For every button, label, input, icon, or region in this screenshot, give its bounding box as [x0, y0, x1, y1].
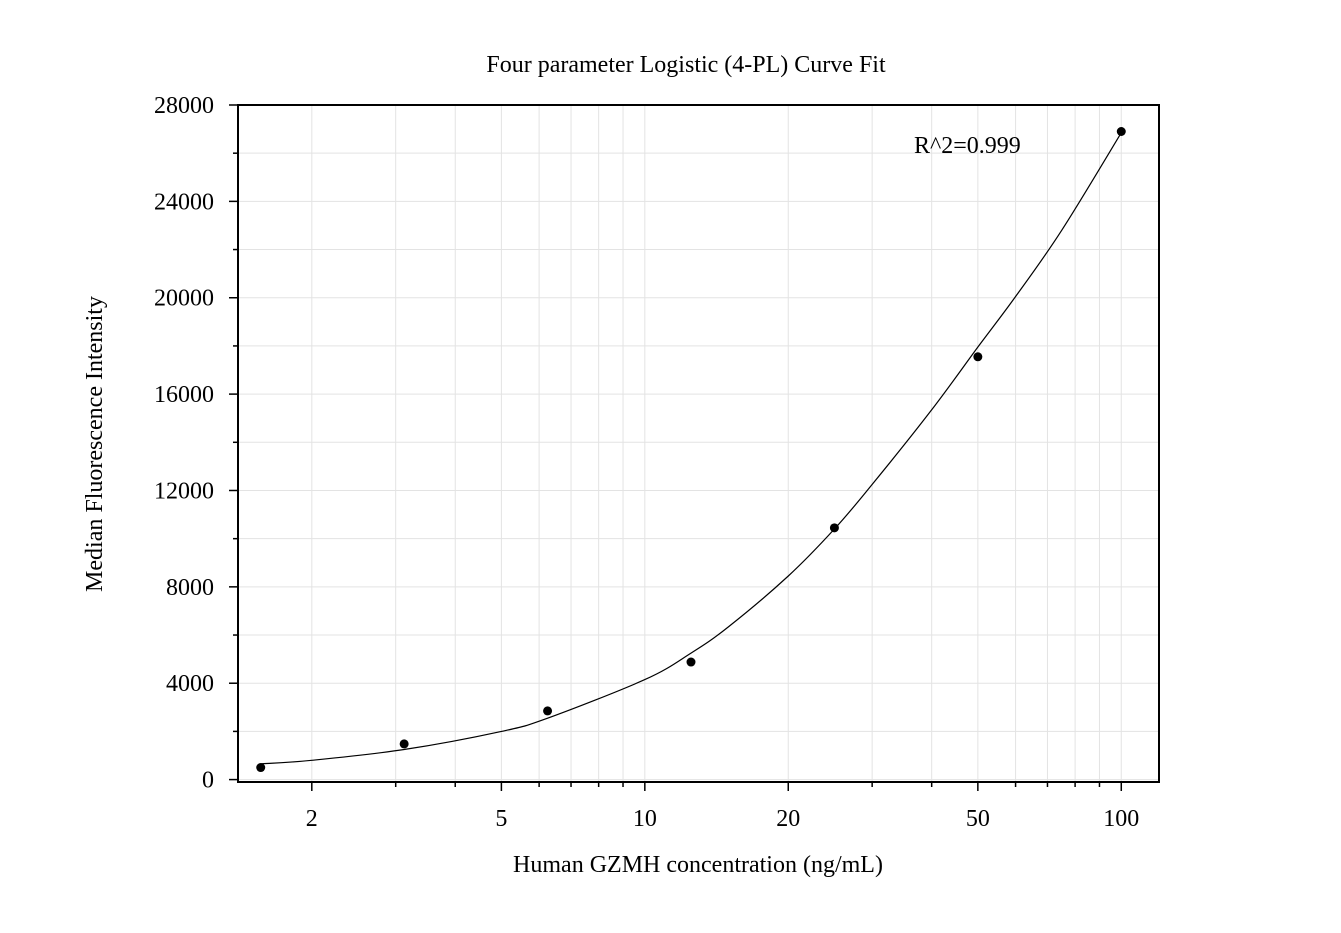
x-tick-label: 50	[966, 806, 990, 832]
data-point	[543, 706, 553, 716]
x-axis-label: Human GZMH concentration (ng/mL)	[513, 852, 883, 878]
x-axis: 2 5 10 20 50 100	[306, 782, 1139, 832]
y-tick-label: 16000	[154, 382, 214, 408]
y-axis: 0 4000 8000 12000 16000 20000 24000 28000	[154, 93, 238, 794]
x-tick-label: 5	[495, 806, 507, 832]
data-point	[829, 523, 839, 533]
x-tick-label: 2	[306, 806, 318, 832]
y-tick-label: 8000	[166, 575, 214, 601]
x-tick-label: 10	[633, 806, 657, 832]
grid-lines	[238, 104, 1159, 782]
data-points	[256, 127, 1126, 773]
data-point	[686, 657, 696, 667]
y-tick-label: 28000	[154, 93, 214, 119]
fit-curve	[260, 132, 1122, 765]
y-tick-label: 0	[202, 768, 214, 794]
x-tick-label: 100	[1103, 806, 1139, 832]
fit-curve-layer	[260, 132, 1122, 765]
data-point	[1116, 127, 1126, 137]
chart-title: Four parameter Logistic (4-PL) Curve Fit	[486, 52, 886, 78]
y-tick-label: 4000	[166, 671, 214, 697]
y-tick-label: 24000	[154, 189, 214, 215]
x-tick-label: 20	[776, 806, 800, 832]
data-point	[399, 739, 409, 749]
y-axis-label: Median Fluorescence Intensity	[82, 296, 108, 592]
data-point	[256, 763, 266, 773]
y-tick-label: 12000	[154, 478, 214, 504]
plot-frame	[237, 104, 1160, 783]
r-squared-annotation: R^2=0.999	[914, 133, 1021, 159]
y-tick-label: 20000	[154, 286, 214, 312]
data-point	[973, 352, 983, 362]
